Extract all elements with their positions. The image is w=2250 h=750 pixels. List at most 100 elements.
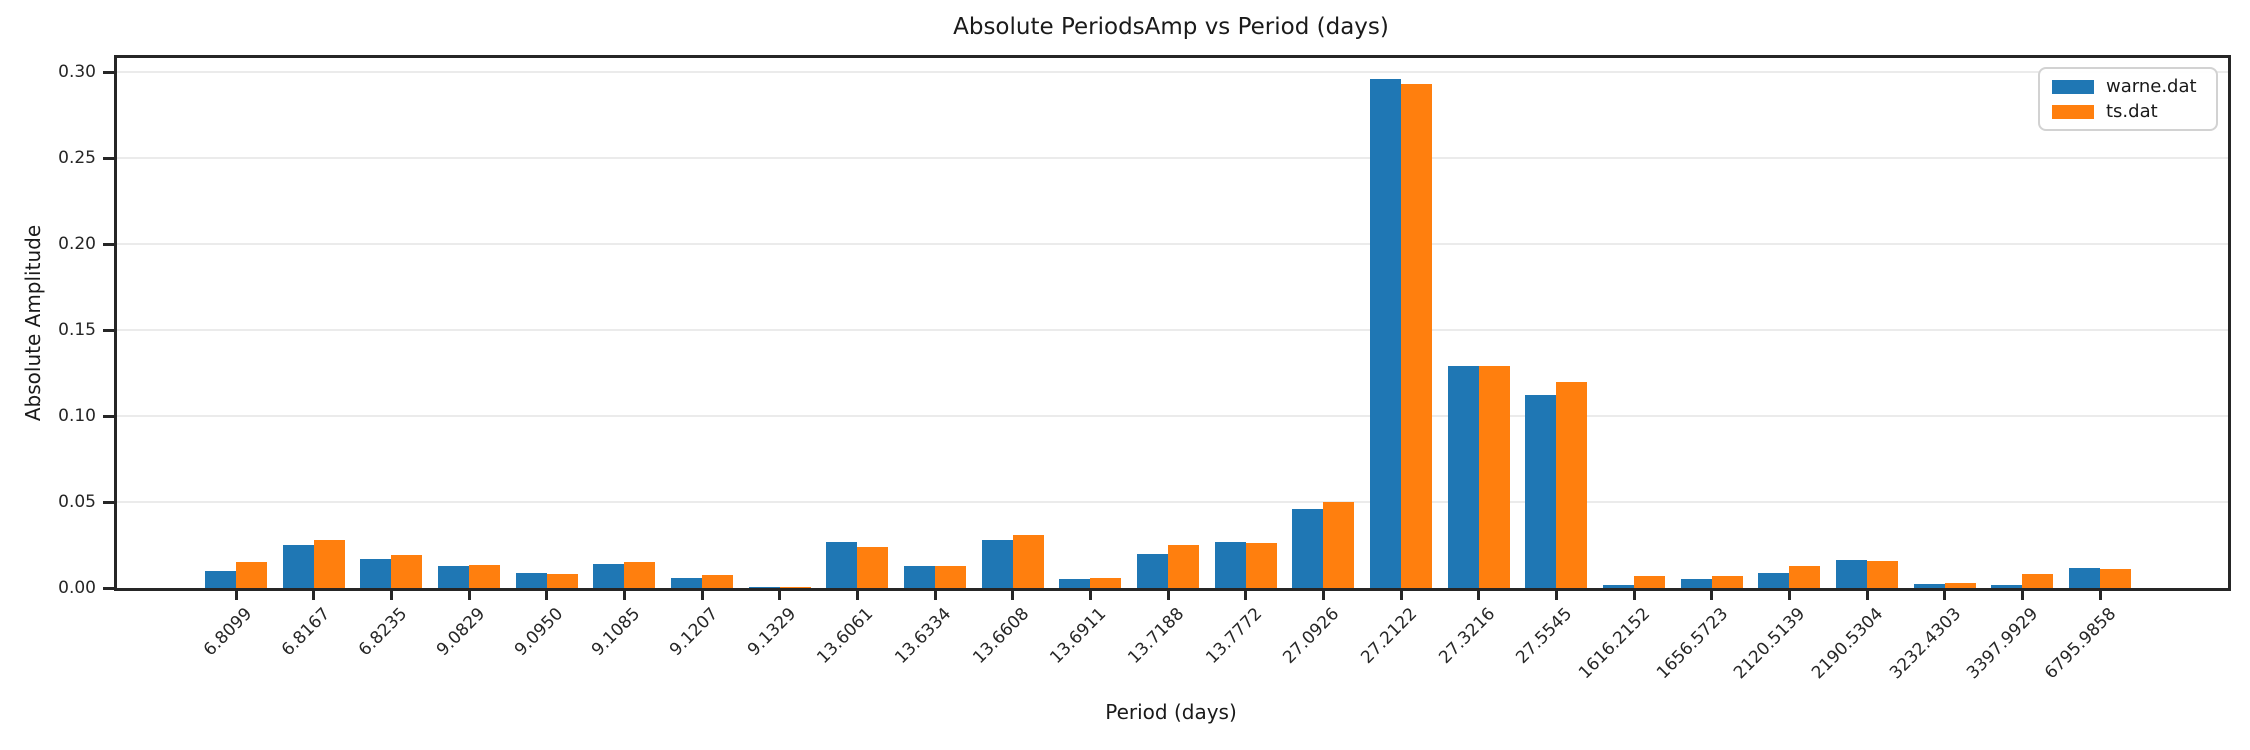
bar-warne.dat [205,571,236,588]
bar-ts.dat [1711,576,1743,588]
bar-warne.dat [1603,585,1634,588]
y-tick-label: 0.05 [58,492,96,512]
x-tick-label: 13.7772 [1201,604,1266,668]
x-tick [1321,588,1325,600]
x-tick [1943,588,1947,600]
gridline [114,415,2231,417]
bar-ts.dat [1867,561,1898,588]
axis-spine-top [114,55,2231,58]
axis-spine-left [114,55,117,591]
legend-label-warne: warne.dat [2106,76,2197,97]
x-tick [312,588,316,600]
x-tick-label: 6.8235 [355,604,412,661]
x-tick [778,588,782,600]
bar-warne.dat [1680,579,1712,588]
x-tick-label: 13.6061 [813,604,878,668]
bar-ts.dat [313,540,345,588]
y-tick-label: 0.25 [58,148,96,168]
x-tick [1477,588,1481,600]
bar-ts.dat [1944,583,1976,588]
axis-spine-right [2228,55,2231,591]
bar-ts.dat [391,555,423,588]
bar-ts.dat [1789,566,1821,588]
y-tick-label: 0.30 [58,62,96,82]
x-tick [933,588,937,600]
bar-ts.dat [935,566,966,588]
bar-ts.dat [1090,578,1122,588]
y-tick-label: 0.00 [58,578,96,598]
x-tick [1632,588,1636,600]
x-axis-label: Period (days) [1105,700,1237,724]
bar-warne.dat [981,540,1013,588]
x-tick-label: 27.2122 [1357,604,1422,668]
y-tick [103,587,114,590]
bar-warne.dat [438,566,469,588]
bar-ts.dat [624,562,656,588]
legend-entry-ts: ts.dat [2052,101,2204,122]
x-tick-label: 9.1085 [588,604,645,661]
x-tick [1399,588,1403,600]
x-tick-label: 27.3216 [1434,604,1499,668]
x-tick [1166,588,1170,600]
y-tick [103,329,114,332]
x-tick [1088,588,1092,600]
bar-warne.dat [1059,579,1091,588]
x-tick [622,588,626,600]
x-tick [1865,588,1869,600]
x-tick-label: 9.1329 [743,604,800,661]
x-tick [234,588,238,600]
y-tick [103,415,114,418]
bar-ts.dat [1634,576,1665,588]
bar-ts.dat [236,562,267,588]
bar-warne.dat [282,545,314,588]
y-tick [103,71,114,74]
bar-ts.dat [1245,543,1277,588]
bar-ts.dat [702,575,733,588]
bar-ts.dat [1012,535,1044,588]
x-tick-label: 1616.2152 [1574,604,1655,684]
bar-warne.dat [1137,554,1168,588]
gridline [114,243,2231,245]
y-tick [103,157,114,160]
x-tick-label: 2120.5139 [1730,604,1810,684]
bar-warne.dat [593,564,625,588]
x-tick [1554,588,1558,600]
axis-spine-bottom [114,588,2231,591]
bar-ts.dat [546,574,578,588]
x-tick [855,588,859,600]
bar-ts.dat [469,565,500,588]
legend-swatch-warne [2052,79,2094,94]
x-tick-label: 3232.4303 [1885,604,1965,684]
y-tick-label: 0.10 [58,406,96,426]
legend-swatch-ts [2052,104,2094,119]
legend: warne.dat ts.dat [2038,67,2218,131]
bar-warne.dat [1525,395,1557,588]
bar-ts.dat [1556,382,1588,588]
bar-warne.dat [360,559,392,588]
x-tick-label: 13.7188 [1124,604,1189,668]
bar-warne.dat [1214,542,1246,588]
bar-warne.dat [2069,568,2100,588]
bar-ts.dat [2100,569,2131,588]
bar-warne.dat [1913,584,1945,588]
bar-warne.dat [826,542,858,588]
x-tick-label: 13.6334 [891,604,956,668]
x-tick [1787,588,1791,600]
bar-ts.dat [857,547,889,588]
y-tick [103,243,114,246]
x-tick-label: 27.5545 [1512,604,1577,668]
bar-ts.dat [1168,545,1199,588]
bar-warne.dat [1447,366,1479,588]
x-tick-label: 27.0926 [1279,604,1344,668]
y-tick-label: 0.15 [58,320,96,340]
gridline [114,157,2231,159]
bar-warne.dat [904,566,935,588]
bar-ts.dat [1401,84,1432,588]
bar-warne.dat [748,587,780,588]
bar-warne.dat [1370,79,1401,588]
x-tick [2098,588,2102,600]
x-tick [1011,588,1015,600]
y-tick [103,501,114,504]
x-tick-label: 3397.9929 [1963,604,2043,684]
